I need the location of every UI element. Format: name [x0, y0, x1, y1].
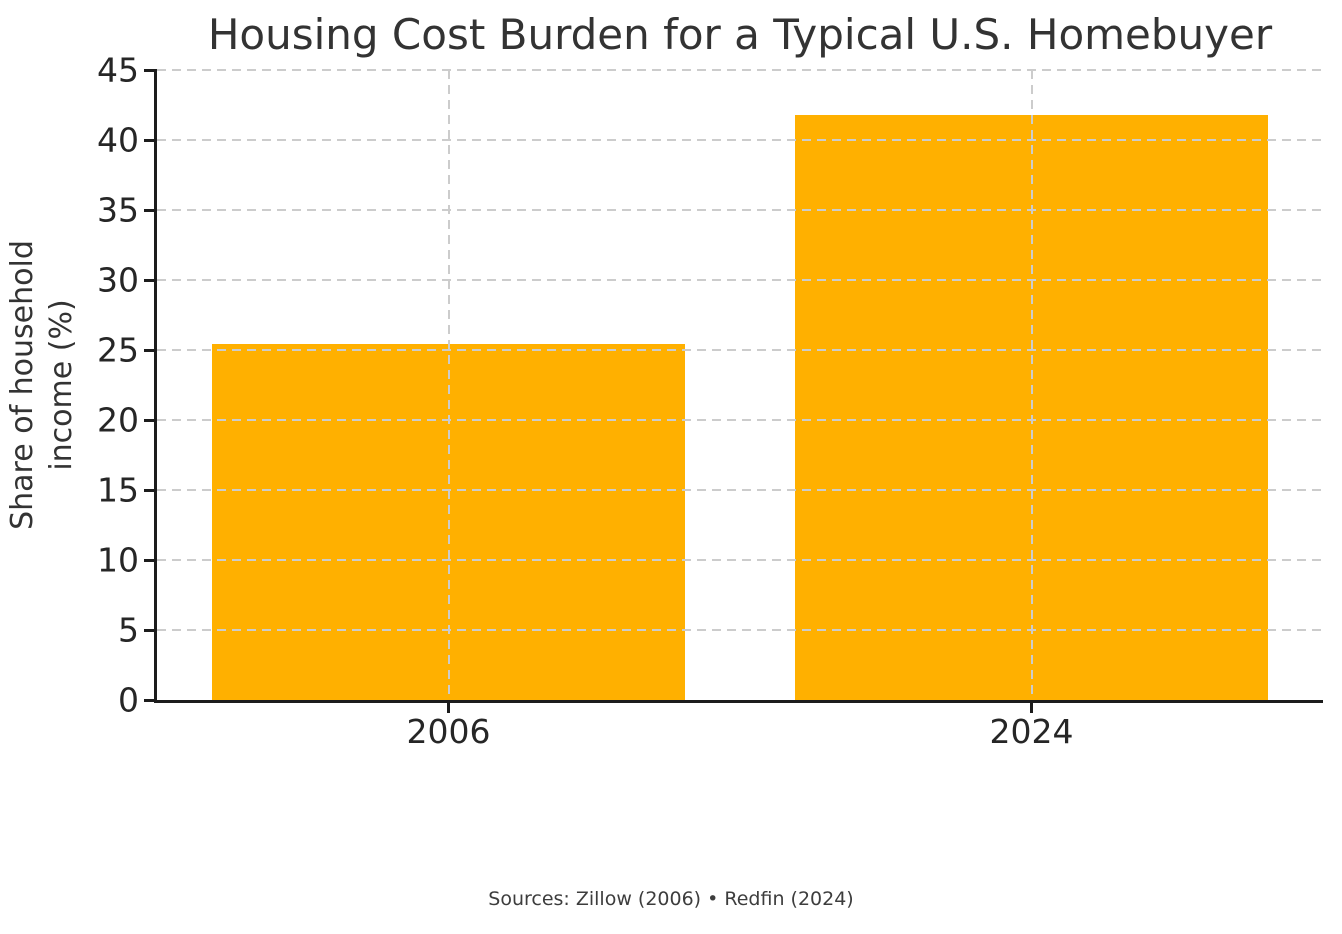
y-tick-label-20: 20: [97, 400, 139, 440]
y-tick-label-40: 40: [97, 120, 139, 160]
y-tick-10: [144, 558, 157, 562]
y-tick-label-45: 45: [97, 50, 139, 90]
gridline-x-2006: [447, 70, 450, 700]
gridline-y-10: [157, 559, 1323, 561]
y-axis-spine: [154, 70, 157, 703]
plot-area: 0 5 10 15 20 25 30 35 40 45 2006 2024: [97, 51, 1323, 751]
y-tick-15: [144, 488, 157, 492]
y-tick-25: [144, 348, 157, 352]
source-note: Sources: Zillow (2006) • Redfin (2024): [488, 888, 854, 910]
gridline-y-40: [157, 139, 1323, 141]
gridline-y-20: [157, 419, 1323, 421]
y-tick-30: [144, 278, 157, 282]
y-tick-label-5: 5: [118, 610, 139, 650]
y-tick-20: [144, 418, 157, 422]
x-tick-2024: [1030, 700, 1033, 713]
gridline-y-5: [157, 629, 1323, 631]
y-tick-label-25: 25: [97, 330, 139, 370]
chart-title: Housing Cost Burden for a Typical U.S. H…: [207, 10, 1273, 59]
y-tick-label-15: 15: [97, 470, 139, 510]
x-tick-label-2024: 2024: [989, 712, 1074, 751]
y-tick-40: [144, 138, 157, 142]
y-tick-label-30: 30: [97, 260, 139, 300]
gridline-y-30: [157, 279, 1323, 281]
y-tick-5: [144, 628, 157, 632]
y-tick-label-35: 35: [97, 190, 139, 230]
y-tick-35: [144, 208, 157, 212]
y-tick-45: [144, 68, 157, 72]
gridline-y-35: [157, 209, 1323, 211]
gridline-y-25: [157, 349, 1323, 351]
x-tick-label-2006: 2006: [406, 712, 491, 751]
gridline-x-2024: [1030, 70, 1033, 700]
x-axis-spine: [154, 700, 1323, 703]
gridline-y-15: [157, 489, 1323, 491]
gridline-y-45: [157, 69, 1323, 71]
y-tick-label-10: 10: [97, 540, 139, 580]
y-tick-0: [144, 698, 157, 702]
y-tick-label-0: 0: [118, 680, 139, 720]
y-axis-label: Share of household income (%): [5, 240, 79, 530]
x-tick-2006: [447, 700, 450, 713]
